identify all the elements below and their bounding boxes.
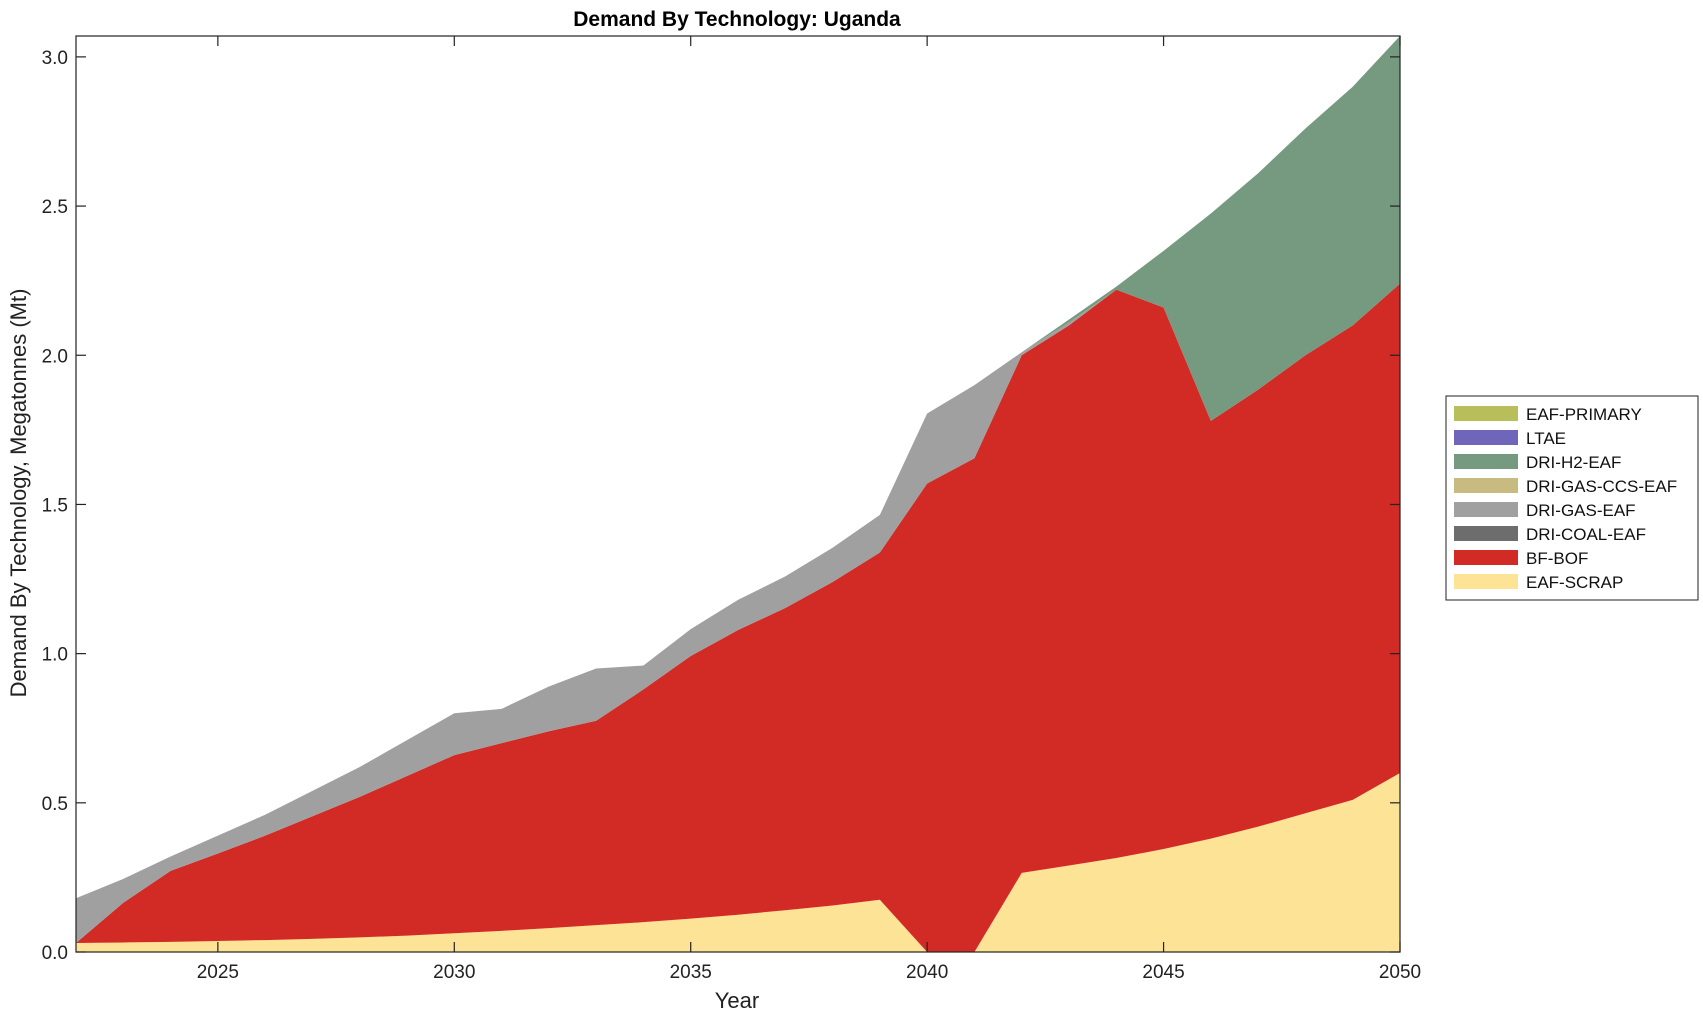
legend-box [1445,395,1699,601]
chart-title: Demand By Technology: Uganda [573,8,901,31]
legend-swatch [1454,406,1518,421]
legend-swatch [1454,502,1518,517]
x-tick-label: 2030 [433,962,475,983]
plot-frame [75,35,1401,953]
area-eaf-scrap [76,772,1400,952]
legend-swatch [1454,478,1518,493]
legend-swatch [1454,526,1518,541]
legend-label: DRI-GAS-CCS-EAF [1526,477,1677,496]
y-axis-label: Demand By Technology, Megatonnes (Mt) [6,289,31,698]
legend-label: DRI-H2-EAF [1526,453,1621,472]
y-tick-label: 0.5 [42,794,68,815]
y-tick-label: 2.5 [42,197,68,218]
y-tick-label: 1.5 [42,495,68,516]
legend-swatch [1454,574,1518,589]
area-bf-bof [76,283,1400,952]
area-layers [76,36,1400,952]
legend-label: BF-BOF [1526,549,1588,568]
legend: EAF-PRIMARY LTAE DRI-H2-EAF DRI-GAS-CCS-EAF… [1445,395,1699,601]
y-axis: 0.0 0.5 1.0 1.5 2.0 2.5 3.0 [42,48,1400,964]
x-tick-label: 2040 [906,962,948,983]
x-tick-label: 2050 [1379,962,1421,983]
legend-label: DRI-COAL-EAF [1526,525,1646,544]
legend-label: LTAE [1526,429,1566,448]
legend-label: EAF-PRIMARY [1526,405,1642,424]
legend-swatch [1454,430,1518,445]
y-tick-label: 2.0 [42,346,68,367]
x-tick-label: 2035 [670,962,712,983]
x-tick-label: 2045 [1142,962,1184,983]
x-axis: 2025 2030 2035 2040 2045 2050 [197,36,1421,983]
area-dri-gas-eaf [76,283,1400,944]
x-axis-label: Year [715,988,759,1013]
legend-swatch [1454,550,1518,565]
y-tick-label: 1.0 [42,645,68,666]
legend-label: EAF-SCRAP [1526,573,1623,592]
x-tick-label: 2025 [197,962,239,983]
y-tick-label: 0.0 [42,943,68,964]
y-tick-label: 3.0 [42,48,68,69]
legend-label: DRI-GAS-EAF [1526,501,1636,520]
legend-swatch [1454,454,1518,469]
